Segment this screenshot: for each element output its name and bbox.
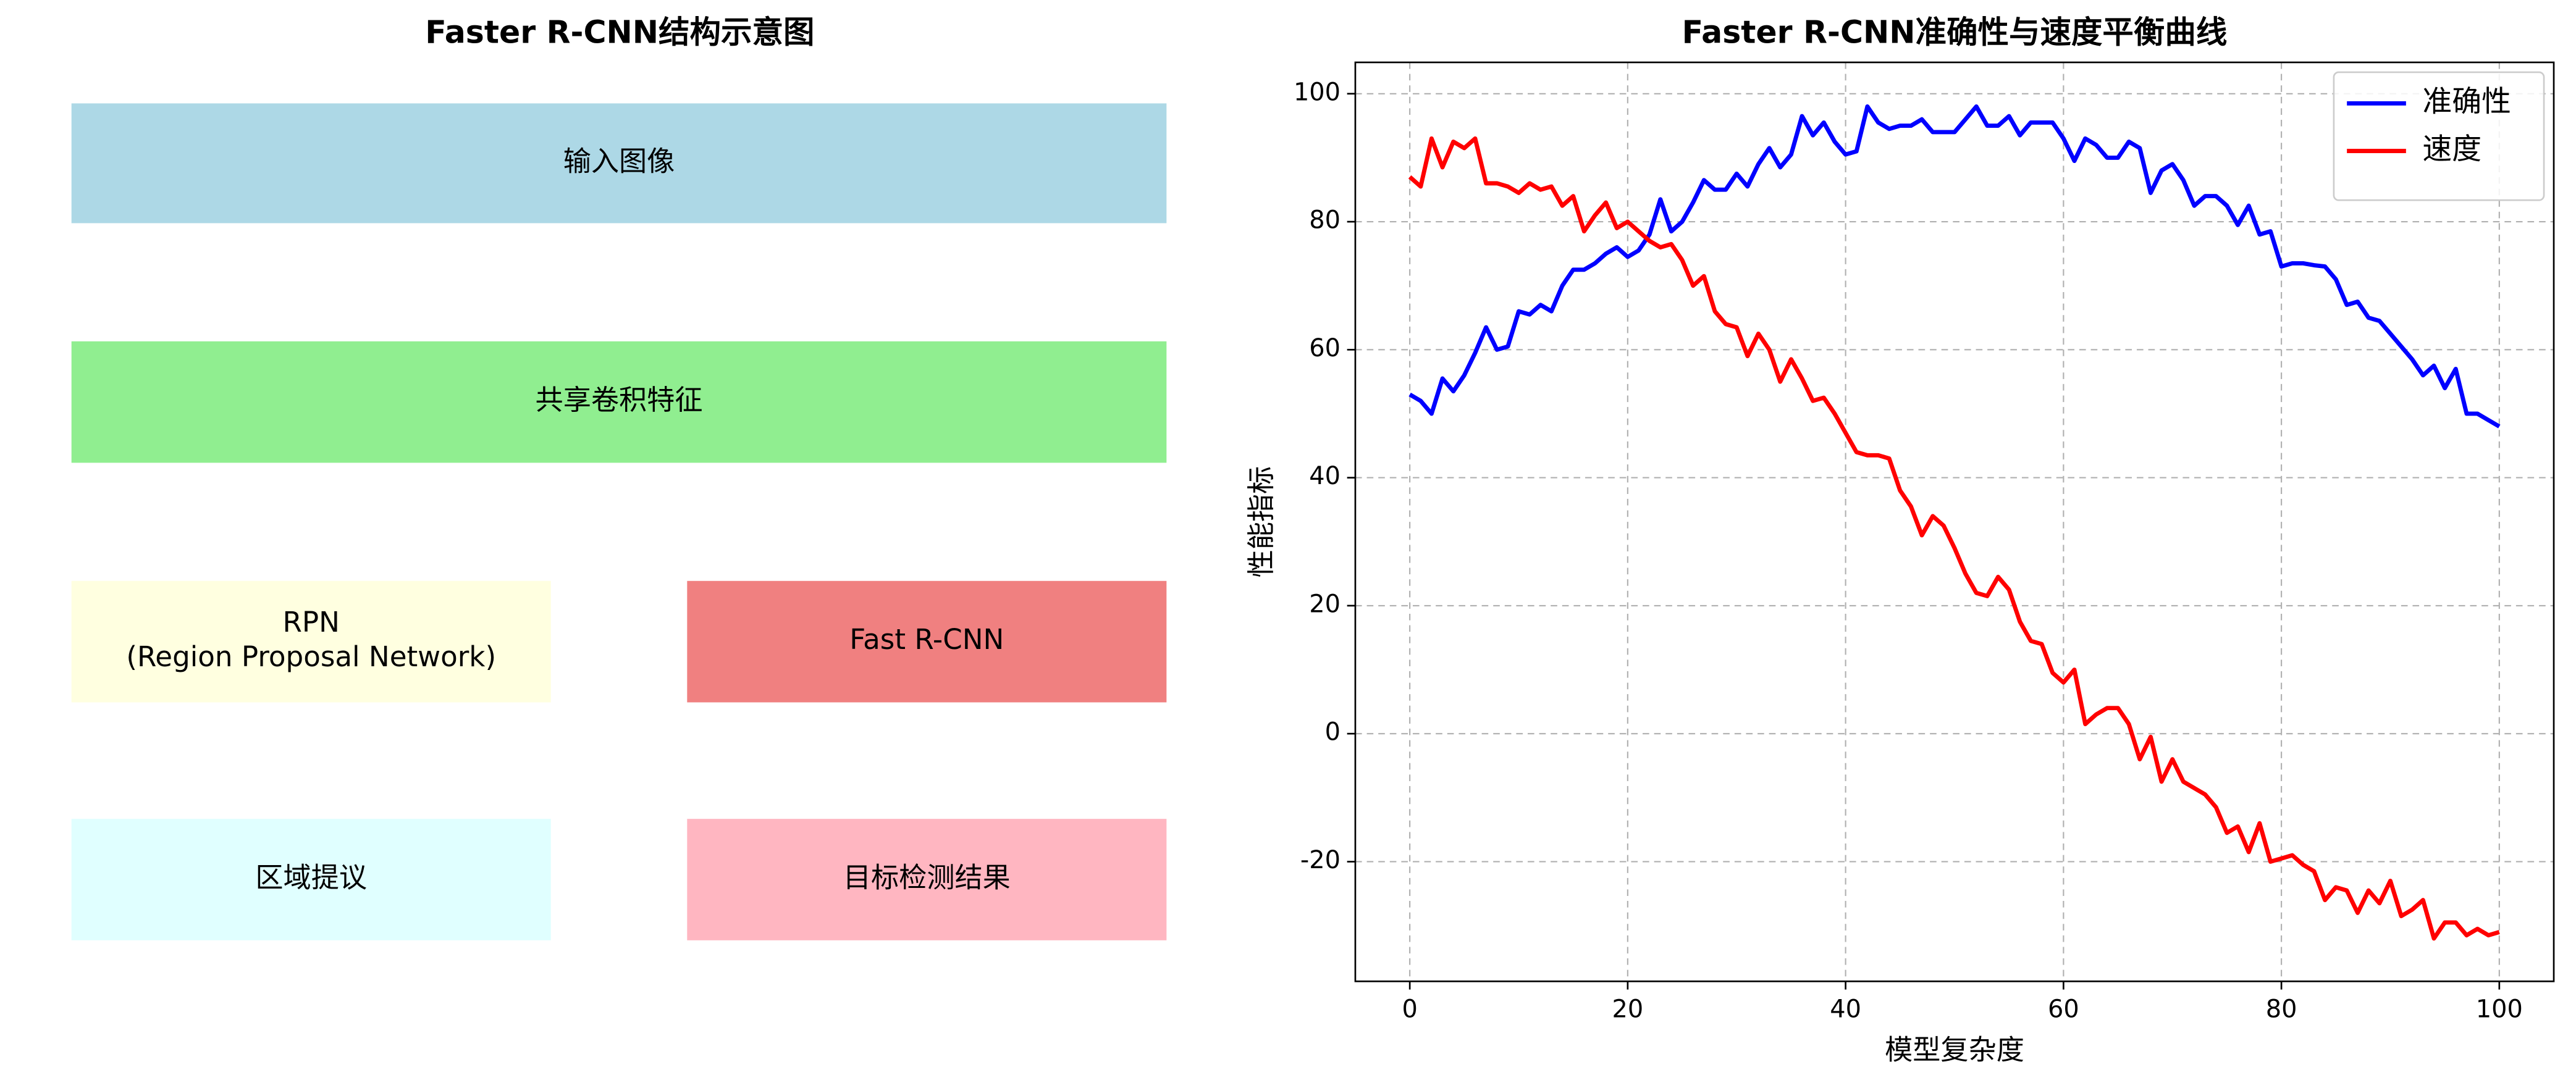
line-series: [1408, 136, 2500, 941]
box-label: 区域提议: [255, 861, 367, 893]
box-label: RPN: [283, 606, 340, 638]
diagram-box: [71, 341, 1167, 463]
y-tick-label: 100: [1294, 78, 1341, 106]
x-axis-label: 模型复杂度: [1885, 1034, 2024, 1066]
y-axis-label: 性能指标: [1245, 466, 1277, 578]
x-tick-label: 40: [1830, 995, 1861, 1024]
plot-frame: [1354, 61, 2555, 982]
legend-label: 速度: [2422, 133, 2481, 167]
x-tick-label: 100: [2476, 995, 2523, 1024]
box-label: 共享卷积特征: [536, 383, 703, 416]
diagram-title: Faster R-CNN结构示意图: [425, 14, 814, 50]
box-label: 目标检测结果: [843, 861, 1011, 893]
box-label: 输入图像: [563, 144, 675, 177]
box-label: (Region Proposal Network): [126, 640, 496, 673]
x-tick-label: 0: [1402, 995, 1417, 1024]
line-series: [1408, 104, 2501, 429]
diagram-box: [71, 103, 1167, 224]
y-tick-label: 20: [1309, 590, 1341, 618]
y-tick-label: 0: [1325, 718, 1341, 747]
chart-title: Faster R-CNN准确性与速度平衡曲线: [1682, 14, 2228, 50]
y-tick-label: 60: [1309, 334, 1341, 362]
legend-label: 准确性: [2422, 85, 2511, 119]
diagram-box: [687, 580, 1167, 703]
x-tick-label: 80: [2266, 995, 2297, 1024]
x-tick-label: 60: [2048, 995, 2079, 1024]
diagram-box: [71, 819, 551, 940]
diagram-box: [71, 580, 551, 703]
diagram-box: [687, 819, 1167, 940]
y-tick-label: 40: [1309, 462, 1341, 490]
x-tick-label: 20: [1612, 995, 1644, 1024]
box-label: Fast R-CNN: [849, 623, 1004, 656]
y-tick-label: -20: [1300, 846, 1341, 874]
y-tick-label: 80: [1309, 206, 1341, 235]
